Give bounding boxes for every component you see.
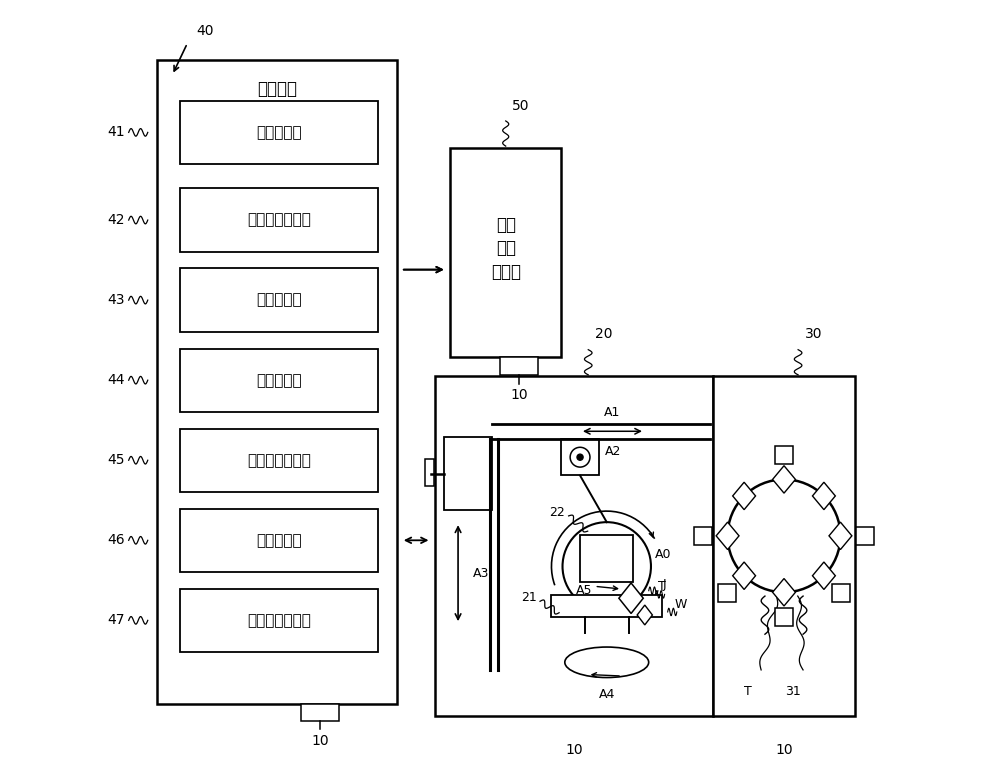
- Bar: [444, 437, 492, 510]
- Text: A1: A1: [604, 406, 621, 419]
- Text: 10: 10: [311, 734, 329, 748]
- Bar: [561, 439, 599, 475]
- Text: 40: 40: [196, 24, 214, 38]
- Bar: [713, 376, 855, 716]
- Text: A0: A0: [655, 548, 671, 561]
- Text: 42: 42: [107, 213, 125, 227]
- Bar: [180, 188, 378, 252]
- Polygon shape: [773, 578, 795, 606]
- Text: A4: A4: [599, 688, 615, 701]
- Text: 筹备作业存储部: 筹备作业存储部: [247, 213, 311, 227]
- Bar: [180, 101, 378, 164]
- Bar: [180, 269, 378, 332]
- Polygon shape: [733, 482, 756, 510]
- Text: 43: 43: [107, 293, 125, 307]
- Bar: [718, 584, 736, 602]
- Polygon shape: [716, 522, 739, 550]
- Bar: [180, 589, 378, 652]
- Text: T: T: [744, 685, 751, 698]
- Bar: [832, 584, 850, 602]
- Bar: [180, 429, 378, 492]
- Text: 10: 10: [566, 743, 583, 757]
- Polygon shape: [812, 482, 835, 510]
- Polygon shape: [812, 562, 835, 590]
- Text: 46: 46: [107, 533, 125, 548]
- Bar: [775, 607, 793, 626]
- Bar: [694, 527, 712, 545]
- Text: 手动
脉冲
产生器: 手动 脉冲 产生器: [491, 216, 521, 281]
- Text: 21: 21: [521, 591, 536, 604]
- Text: 20: 20: [595, 327, 612, 342]
- Text: 寿命通知部: 寿命通知部: [256, 533, 302, 548]
- Text: 使用时间记录部: 使用时间记录部: [247, 453, 311, 468]
- Text: 44: 44: [107, 373, 125, 387]
- Text: T: T: [658, 581, 665, 593]
- Bar: [301, 704, 339, 721]
- Text: 31: 31: [785, 685, 801, 698]
- Text: J: J: [662, 578, 666, 591]
- Bar: [157, 60, 397, 704]
- Bar: [856, 527, 874, 545]
- Text: 30: 30: [805, 327, 822, 342]
- Polygon shape: [733, 562, 756, 590]
- Bar: [775, 446, 793, 464]
- Text: A2: A2: [605, 445, 622, 458]
- Text: 加工控制部: 加工控制部: [256, 125, 302, 140]
- Polygon shape: [773, 465, 795, 493]
- Bar: [551, 595, 662, 617]
- Bar: [425, 459, 434, 486]
- Bar: [180, 349, 378, 412]
- Text: 筹备显示部: 筹备显示部: [256, 293, 302, 308]
- Text: 10: 10: [775, 743, 793, 757]
- Bar: [580, 535, 633, 582]
- Text: 10: 10: [510, 389, 528, 402]
- Text: W: W: [674, 598, 687, 611]
- Text: A3: A3: [473, 567, 490, 580]
- Text: 方式变更部: 方式变更部: [256, 372, 302, 388]
- Circle shape: [577, 454, 583, 460]
- Bar: [500, 357, 538, 375]
- Circle shape: [602, 562, 611, 571]
- Text: 47: 47: [107, 614, 125, 627]
- Text: 作业日志记录部: 作业日志记录部: [247, 613, 311, 628]
- Text: A5: A5: [576, 584, 593, 598]
- Text: 50: 50: [512, 99, 530, 113]
- Bar: [450, 147, 561, 357]
- Bar: [180, 508, 378, 572]
- Bar: [435, 376, 713, 716]
- Text: 控制装置: 控制装置: [257, 80, 297, 98]
- Text: 41: 41: [107, 125, 125, 140]
- Polygon shape: [637, 605, 652, 625]
- Text: 45: 45: [107, 453, 125, 467]
- Polygon shape: [619, 583, 643, 614]
- Text: 22: 22: [549, 505, 565, 518]
- Polygon shape: [829, 522, 852, 550]
